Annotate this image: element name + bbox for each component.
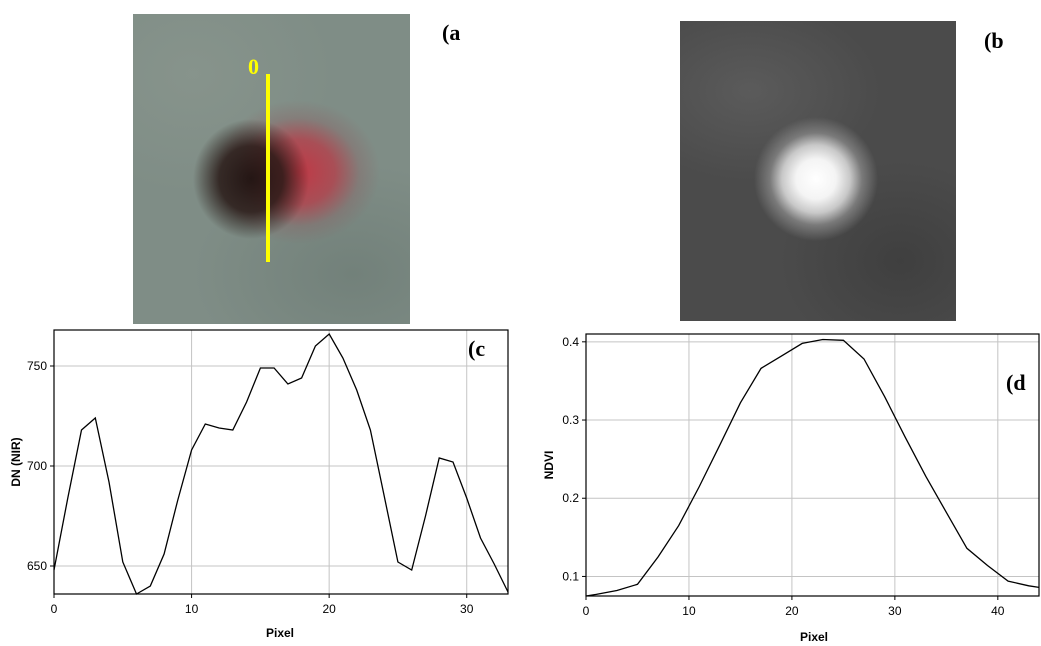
gridlines-d <box>586 334 1039 596</box>
panel-tag-c: (c <box>468 336 485 361</box>
x-tick-label: 30 <box>460 602 474 616</box>
x-axis-label-d: Pixel <box>800 630 828 644</box>
x-tick-label: 40 <box>991 604 1005 618</box>
y-tick-label: 650 <box>27 559 47 573</box>
rgb-crown-image <box>133 14 410 324</box>
series-line-c <box>53 332 509 595</box>
series-line-d <box>585 338 1040 597</box>
y-tick-label: 0.1 <box>562 569 579 583</box>
panel-tag-d: (d <box>1006 370 1026 395</box>
ndvi-crown-image <box>680 21 956 321</box>
panel-tag-b: (b <box>984 28 1004 53</box>
x-tick-label: 0 <box>583 604 590 618</box>
x-tick-label: 0 <box>51 602 58 616</box>
x-tick-label: 10 <box>185 602 199 616</box>
y-tick-label: 0.2 <box>562 491 579 505</box>
x-tick-label: 10 <box>682 604 696 618</box>
gridlines-c <box>54 330 508 594</box>
y-tick-label: 0.4 <box>562 335 579 349</box>
x-tick-label: 20 <box>785 604 799 618</box>
plot-frame-c <box>53 329 509 595</box>
x-axis-label-c: Pixel <box>266 626 294 640</box>
y-axis-label-c: DN (NIR) <box>9 437 23 486</box>
ticks-d: 0 10 20 30 40 0.1 0.2 0.3 0.4 <box>562 335 1004 618</box>
x-tick-label: 30 <box>888 604 902 618</box>
y-tick-label: 0.3 <box>562 413 579 427</box>
plot-frame-d <box>585 333 1040 597</box>
y-axis-label-d: NDVI <box>542 451 556 480</box>
panel-tag-a: (a <box>442 20 461 45</box>
ticks-c: 0 10 20 30 650 700 750 <box>27 359 474 616</box>
x-tick-label: 20 <box>322 602 336 616</box>
y-tick-label: 700 <box>27 459 47 473</box>
y-tick-label: 750 <box>27 359 47 373</box>
